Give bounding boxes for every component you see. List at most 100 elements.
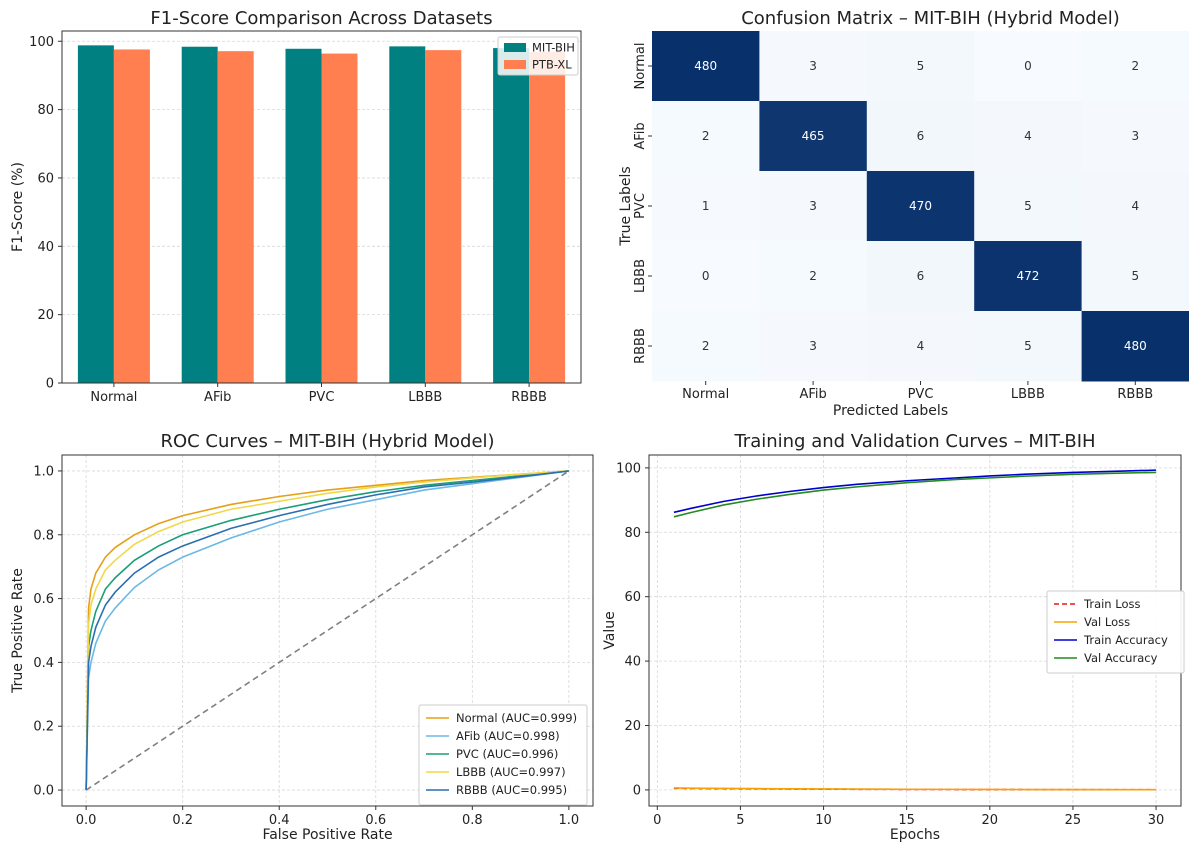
heatmap-cell (759, 171, 868, 242)
legend-entry: AFib (AUC=0.998) (456, 729, 560, 743)
y-tick-label: 100 (616, 461, 641, 476)
chart-title: Confusion Matrix – MIT-BIH (Hybrid Model… (741, 8, 1120, 29)
y-tick-label: 20 (624, 719, 641, 734)
y-tick-label: 80 (624, 526, 641, 541)
cell-value: 480 (1124, 339, 1147, 353)
y-tick-label: 40 (37, 240, 54, 255)
chart-title: Training and Validation Curves – MIT-BIH (733, 431, 1095, 452)
x-tick-label: 20 (982, 813, 999, 828)
cell-value: 2 (809, 269, 817, 283)
y-tick-label: 40 (624, 655, 641, 670)
x-tick-label: Normal (682, 387, 729, 402)
heatmap-cell (759, 101, 868, 172)
cell-value: 4 (1024, 129, 1032, 143)
y-tick-label: 20 (37, 308, 54, 323)
y-tick-label: 0 (633, 783, 641, 798)
cell-value: 0 (702, 269, 710, 283)
x-tick-label: Normal (90, 390, 137, 405)
y-tick-label: 0 (46, 377, 54, 392)
heatmap-cell (974, 101, 1083, 172)
chart-title: F1-Score Comparison Across Datasets (150, 8, 492, 29)
heatmap-cell (866, 171, 975, 242)
x-tick-label: 10 (815, 813, 832, 828)
chance-diagonal-line (85, 470, 570, 791)
x-tick-label: RBBB (1117, 387, 1153, 402)
series-line-pvc-auc-0-996 (85, 470, 569, 791)
y-axis-label: True Labels (618, 166, 634, 246)
y-axis-label: F1-Score (%) (10, 162, 26, 252)
x-tick-label: 25 (1065, 813, 1082, 828)
y-tick-label: 0.8 (33, 528, 54, 543)
legend-entry: Train Accuracy (1083, 633, 1168, 647)
x-tick-label: LBBB (1011, 387, 1045, 402)
cell-value: 2 (702, 129, 710, 143)
bar-ptb-xl-afib (217, 51, 254, 383)
series-line-normal-auc-0-999 (85, 470, 569, 791)
heatmap-cell (866, 31, 975, 102)
confusion-matrix-heatmap: Confusion Matrix – MIT-BIH (Hybrid Model… (618, 8, 1189, 419)
cell-value: 3 (809, 199, 817, 213)
y-tick-label: 80 (37, 103, 54, 118)
cell-value: 6 (917, 269, 925, 283)
bar-ptb-xl-lbbb (425, 50, 462, 383)
f1-bar-chart: F1-Score Comparison Across Datasets 0 20 40… (10, 8, 582, 405)
y-tick-label: 0.0 (33, 784, 54, 799)
x-tick-label: 1.0 (559, 813, 580, 828)
y-tick-label: RBBB (633, 328, 648, 364)
y-tick-label: 0.4 (33, 656, 54, 671)
legend-entry: MIT-BIH (532, 41, 575, 55)
series-line-train-accuracy (673, 469, 1157, 514)
series-line-lbbb-auc-0-997 (85, 470, 569, 791)
bar-mit-bih-normal (77, 45, 114, 384)
x-axis-label: Epochs (890, 827, 940, 843)
heatmap-cell (652, 171, 760, 242)
cell-value: 3 (1131, 129, 1139, 143)
cell-value: 5 (1131, 269, 1139, 283)
x-tick-label: 5 (736, 813, 744, 828)
x-tick-label: RBBB (511, 390, 547, 405)
x-tick-label: 0.6 (365, 813, 386, 828)
heatmap-cell (759, 31, 868, 102)
heatmap-cell (652, 311, 760, 382)
heatmap-cell (974, 31, 1083, 102)
heatmap-cell (866, 241, 975, 312)
heatmap-cell (652, 31, 760, 102)
legend-entry: Normal (AUC=0.999) (456, 711, 577, 725)
cell-value: 472 (1016, 269, 1039, 283)
legend-entry: Train Loss (1083, 597, 1140, 611)
x-tick-label: AFib (799, 387, 826, 402)
y-tick-label: 0.2 (33, 720, 54, 735)
heatmap-cell (974, 311, 1083, 382)
heatmap-cell (1081, 311, 1189, 382)
y-tick-label: 60 (37, 171, 54, 186)
cell-value: 5 (1024, 199, 1032, 213)
y-tick-label: 1.0 (33, 464, 54, 479)
heatmap-cell (1081, 171, 1189, 242)
cell-value: 2 (702, 339, 710, 353)
x-tick-label: 0.2 (172, 813, 193, 828)
cell-value: 480 (694, 59, 717, 73)
cell-value: 5 (1024, 339, 1032, 353)
y-tick-label: 0.6 (33, 592, 54, 607)
bar-mit-bih-rbbb (493, 48, 530, 384)
y-axis-label: Value (602, 611, 618, 649)
training-curves-chart: Training and Validation Curves – MIT-BIH… (602, 431, 1185, 843)
series-line-val-accuracy (673, 471, 1157, 518)
x-tick-label: PVC (908, 387, 934, 402)
x-tick-label: 30 (1148, 813, 1165, 828)
chart-title: ROC Curves – MIT-BIH (Hybrid Model) (160, 431, 494, 452)
x-tick-label: LBBB (408, 390, 442, 405)
cell-value: 3 (809, 59, 817, 73)
x-tick-label: PVC (309, 390, 335, 405)
x-tick-label: 0.0 (76, 813, 97, 828)
cell-value: 6 (917, 129, 925, 143)
y-tick-label: Normal (633, 42, 648, 89)
plot-frame (61, 454, 594, 807)
heatmap-cell (1081, 241, 1189, 312)
legend-box (418, 704, 588, 806)
cell-value: 5 (917, 59, 925, 73)
x-axis-label: Predicted Labels (833, 403, 948, 419)
x-tick-label: 0.8 (462, 813, 483, 828)
legend-entry: Val Loss (1084, 615, 1130, 629)
